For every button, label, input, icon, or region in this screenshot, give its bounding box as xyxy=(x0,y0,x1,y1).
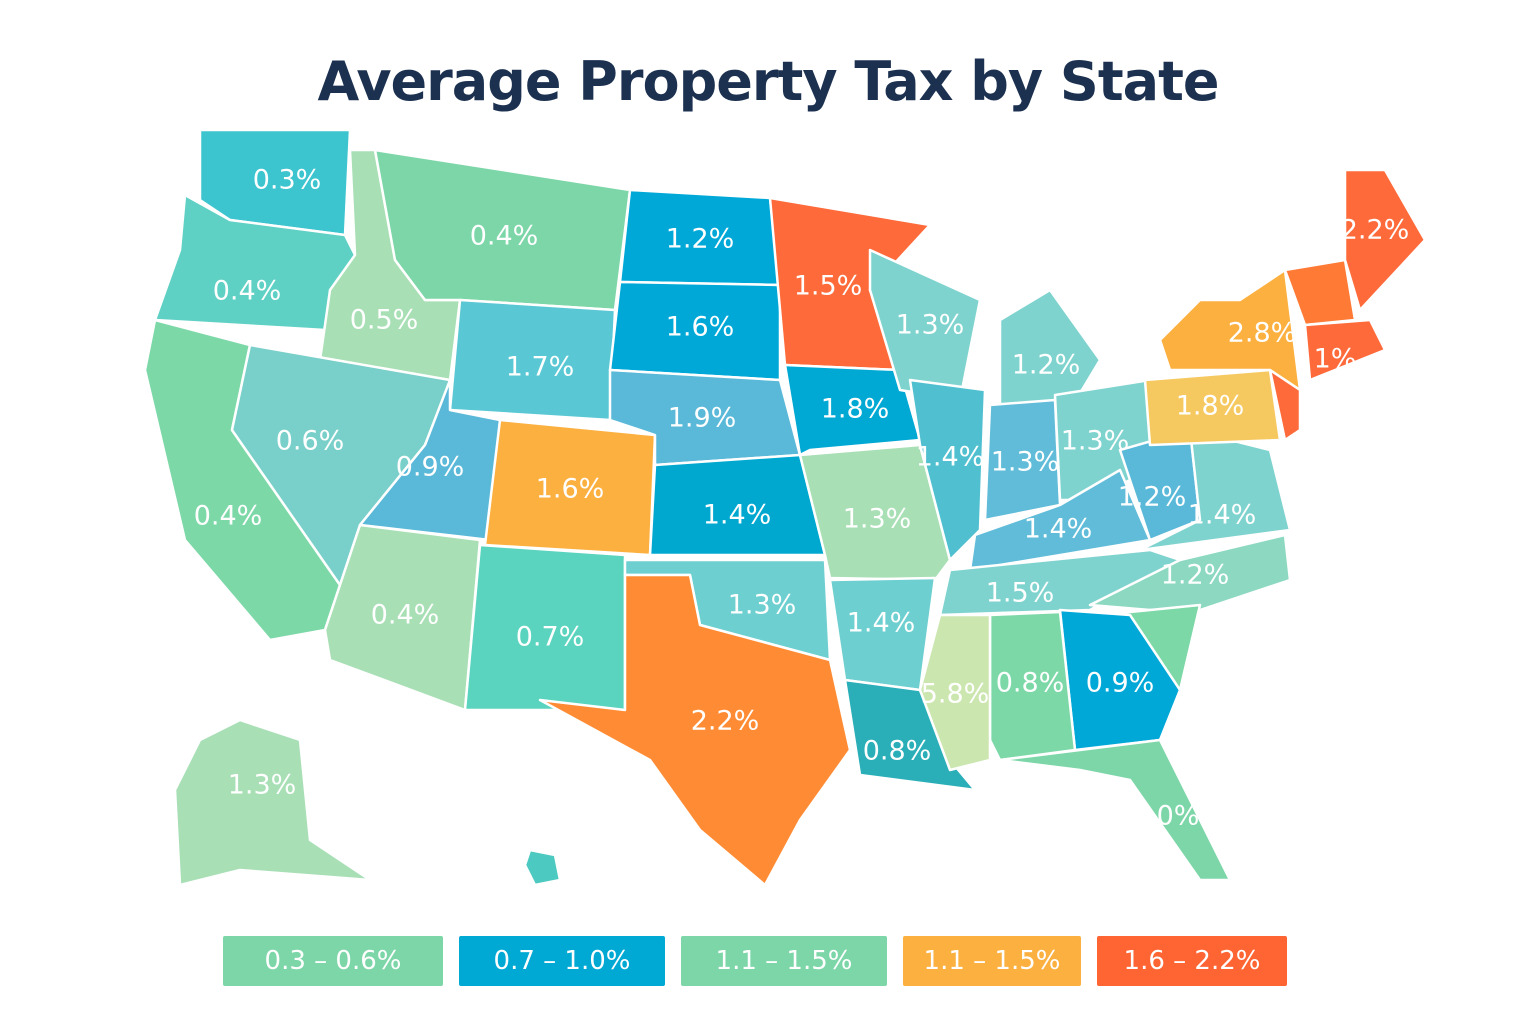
state-region xyxy=(1283,258,1357,327)
state-value-label: 1.4% xyxy=(916,442,985,473)
state-value-label: 0.8% xyxy=(996,668,1065,699)
state-region xyxy=(918,613,992,772)
state-value-label: 1.4% xyxy=(1188,500,1257,531)
state-value-label: 1.2% xyxy=(666,224,735,255)
state-region xyxy=(908,378,987,562)
state-value-label: 1.3% xyxy=(728,590,797,621)
state-value-label: 2.8% xyxy=(1228,318,1297,349)
state-region xyxy=(1343,168,1427,312)
state-region xyxy=(1138,428,1292,552)
state-region xyxy=(323,523,482,712)
legend-item: 0.3 – 0.6% xyxy=(223,936,443,986)
state-value-label: 0.4% xyxy=(470,221,539,252)
legend-item: 1.1 – 1.5% xyxy=(903,936,1081,986)
state-value-label: 2.2% xyxy=(1341,215,1410,246)
legend-item: 0.7 – 1.0% xyxy=(459,936,665,986)
state-value-label: 1.3% xyxy=(843,504,912,535)
state-value-label: 1.9% xyxy=(668,403,737,434)
state-value-label: 1.2% xyxy=(1118,482,1187,513)
state-value-label: 1.3% xyxy=(1061,426,1130,457)
state-value-label: 1.4% xyxy=(847,608,916,639)
state-region xyxy=(998,738,1232,882)
state-value-label: 5.8% xyxy=(921,679,990,710)
state-value-label: 1.6% xyxy=(536,474,605,505)
state-value-label: 1.8% xyxy=(1176,391,1245,422)
state-value-label: 0.3% xyxy=(253,165,322,196)
legend-item: 1.1 – 1.5% xyxy=(681,936,887,986)
state-value-label: 0.5% xyxy=(350,305,419,336)
state-region xyxy=(523,848,562,887)
state-value-label: 0.4% xyxy=(213,276,282,307)
state-region xyxy=(1268,368,1302,442)
state-value-label: 1.3% xyxy=(896,310,965,341)
state-value-label: 1.4% xyxy=(703,500,772,531)
state-value-label: 1.8% xyxy=(821,394,890,425)
state-value-label: 1.5% xyxy=(986,578,1055,609)
state-value-label: 1.6% xyxy=(666,312,735,343)
state-region xyxy=(1143,368,1282,447)
state-value-label: 1.2% xyxy=(1012,350,1081,381)
state-region xyxy=(968,468,1152,572)
state-region xyxy=(783,363,922,457)
state-value-label: 1.4% xyxy=(1024,514,1093,545)
state-value-label: 0.7% xyxy=(516,622,585,653)
legend: 0.3 – 0.6% 0.7 – 1.0% 1.1 – 1.5% 1.1 – 1.5%… xyxy=(223,936,1287,986)
state-region xyxy=(173,718,372,887)
state-value-label: 1.7% xyxy=(506,352,575,383)
legend-item: 1.6 – 2.2% xyxy=(1097,936,1287,986)
state-region xyxy=(998,288,1102,412)
state-value-label: 0.4% xyxy=(194,501,263,532)
state-region xyxy=(1303,318,1387,382)
state-value-label: 0.9% xyxy=(396,452,465,483)
state-value-label: 1.2% xyxy=(1161,560,1230,591)
state-region xyxy=(1158,268,1302,392)
state-value-label: 0.6% xyxy=(276,426,345,457)
state-value-label: 0.9% xyxy=(1086,668,1155,699)
state-value-label: 2.2% xyxy=(691,706,760,737)
state-value-label: 0.8% xyxy=(863,736,932,767)
map-title: Average Property Tax by State xyxy=(317,50,1219,113)
state-value-label: 1.3% xyxy=(991,447,1060,478)
state-value-label: 1.3% xyxy=(228,770,297,801)
state-value-label: 0.4% xyxy=(371,600,440,631)
state-value-label: 1.5% xyxy=(794,271,863,302)
state-region xyxy=(843,678,977,792)
state-value-label: 0% xyxy=(1157,801,1200,832)
state-value-label: 1% xyxy=(1314,344,1357,375)
state-region xyxy=(538,573,852,887)
